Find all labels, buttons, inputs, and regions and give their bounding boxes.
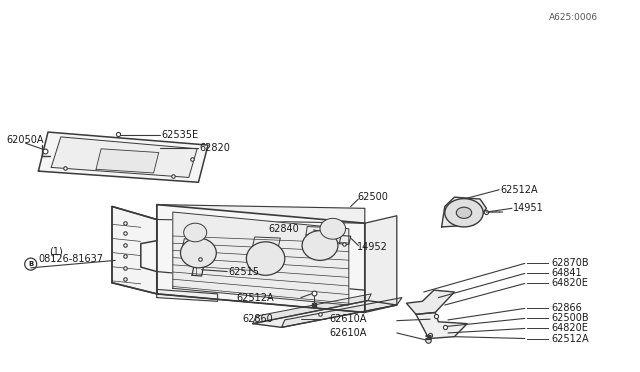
Ellipse shape (184, 223, 207, 242)
Text: 62840: 62840 (269, 224, 300, 234)
Polygon shape (112, 206, 157, 294)
Polygon shape (282, 298, 402, 327)
Polygon shape (253, 237, 280, 247)
Polygon shape (157, 289, 218, 301)
Text: 62866: 62866 (552, 304, 582, 313)
Text: A625:0006: A625:0006 (549, 13, 598, 22)
Text: 08126-81637: 08126-81637 (38, 254, 104, 264)
Text: 62610A: 62610A (330, 328, 367, 338)
Polygon shape (192, 260, 205, 276)
Polygon shape (253, 294, 371, 324)
Text: 64820E: 64820E (552, 279, 589, 288)
Polygon shape (112, 206, 157, 294)
Polygon shape (157, 205, 365, 223)
Text: 62500B: 62500B (552, 314, 589, 323)
Text: 62050A: 62050A (6, 135, 44, 144)
Polygon shape (173, 212, 349, 305)
Ellipse shape (445, 199, 483, 227)
Ellipse shape (246, 242, 285, 275)
Polygon shape (96, 149, 159, 173)
Text: 62512A: 62512A (500, 185, 538, 195)
Ellipse shape (302, 231, 338, 260)
Polygon shape (51, 137, 197, 177)
Polygon shape (306, 227, 333, 236)
Text: 62610A: 62610A (330, 314, 367, 324)
Polygon shape (416, 312, 467, 339)
Text: 62870B: 62870B (552, 259, 589, 268)
Polygon shape (253, 301, 397, 327)
Text: 62860: 62860 (242, 314, 273, 324)
Text: 14951: 14951 (513, 203, 544, 213)
Polygon shape (339, 235, 351, 244)
Text: 64820E: 64820E (552, 324, 589, 333)
Polygon shape (157, 272, 365, 312)
Text: 64841: 64841 (552, 269, 582, 278)
Polygon shape (365, 216, 397, 312)
Polygon shape (38, 132, 208, 182)
Ellipse shape (456, 207, 472, 218)
Polygon shape (442, 197, 486, 227)
Text: 14952: 14952 (357, 243, 388, 252)
Text: (1): (1) (49, 246, 63, 256)
Text: 62515: 62515 (228, 267, 259, 276)
Text: 62512A: 62512A (237, 293, 275, 302)
Text: 62500: 62500 (357, 192, 388, 202)
Polygon shape (157, 205, 365, 312)
Polygon shape (406, 290, 454, 314)
Text: B: B (28, 261, 33, 267)
Ellipse shape (320, 218, 346, 239)
Text: 62512A: 62512A (552, 334, 589, 343)
Text: 62820: 62820 (200, 143, 230, 153)
Polygon shape (182, 239, 204, 248)
Ellipse shape (180, 238, 216, 268)
Text: 62535E: 62535E (161, 130, 198, 140)
